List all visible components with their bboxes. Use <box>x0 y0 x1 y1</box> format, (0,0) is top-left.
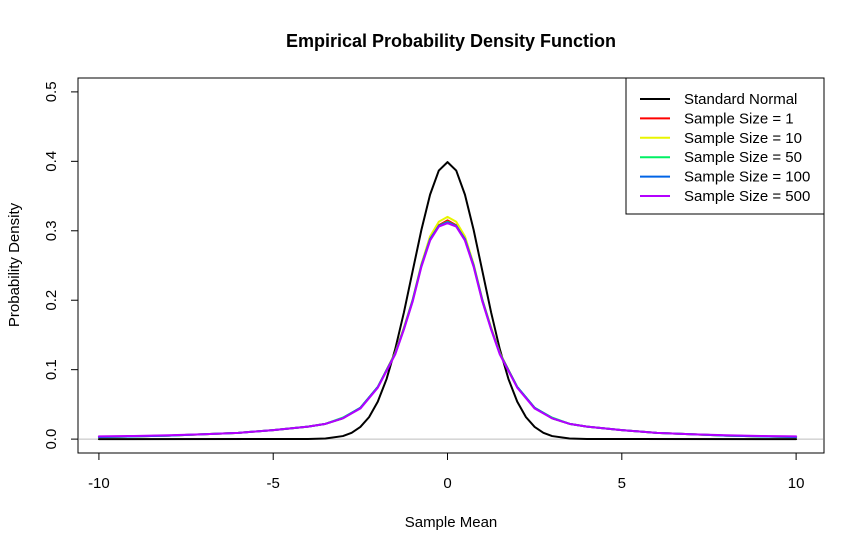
y-tick-label: 0.0 <box>43 429 60 450</box>
legend-box <box>625 77 825 215</box>
x-tick-label: -5 <box>267 475 280 492</box>
y-tick-label: 0.3 <box>43 220 60 241</box>
x-tick-label: -10 <box>88 475 110 492</box>
legend-label: Sample Size = 500 <box>684 188 810 205</box>
legend: Standard Normal Sample Size = 1 Sample Siz… <box>625 77 825 215</box>
plot-area <box>79 161 823 441</box>
series-line-0 <box>97 161 798 441</box>
plot-frame <box>77 77 825 454</box>
y-tick-label: 0.5 <box>43 81 60 102</box>
legend-label: Standard Normal <box>684 91 797 108</box>
legend-label: Sample Size = 1 <box>684 110 794 127</box>
series-line-5 <box>97 222 798 438</box>
y-axis: 0.0 0.1 0.2 0.3 0.4 0.5 <box>43 81 79 450</box>
legend-label: Sample Size = 50 <box>684 149 802 166</box>
y-tick-label: 0.1 <box>43 359 60 380</box>
x-tick-label: 0 <box>443 475 451 492</box>
legend-label: Sample Size = 100 <box>684 169 810 186</box>
y-tick-label: 0.2 <box>43 290 60 311</box>
y-axis-label: Probability Density <box>6 202 23 327</box>
series-lines <box>97 161 798 441</box>
y-tick-label: 0.4 <box>43 151 60 172</box>
x-axis-label: Sample Mean <box>405 514 498 531</box>
x-tick-label: 5 <box>618 475 626 492</box>
x-tick-label: 10 <box>788 475 805 492</box>
legend-label: Sample Size = 10 <box>684 130 802 147</box>
chart-title: Empirical Probability Density Function <box>286 31 616 51</box>
